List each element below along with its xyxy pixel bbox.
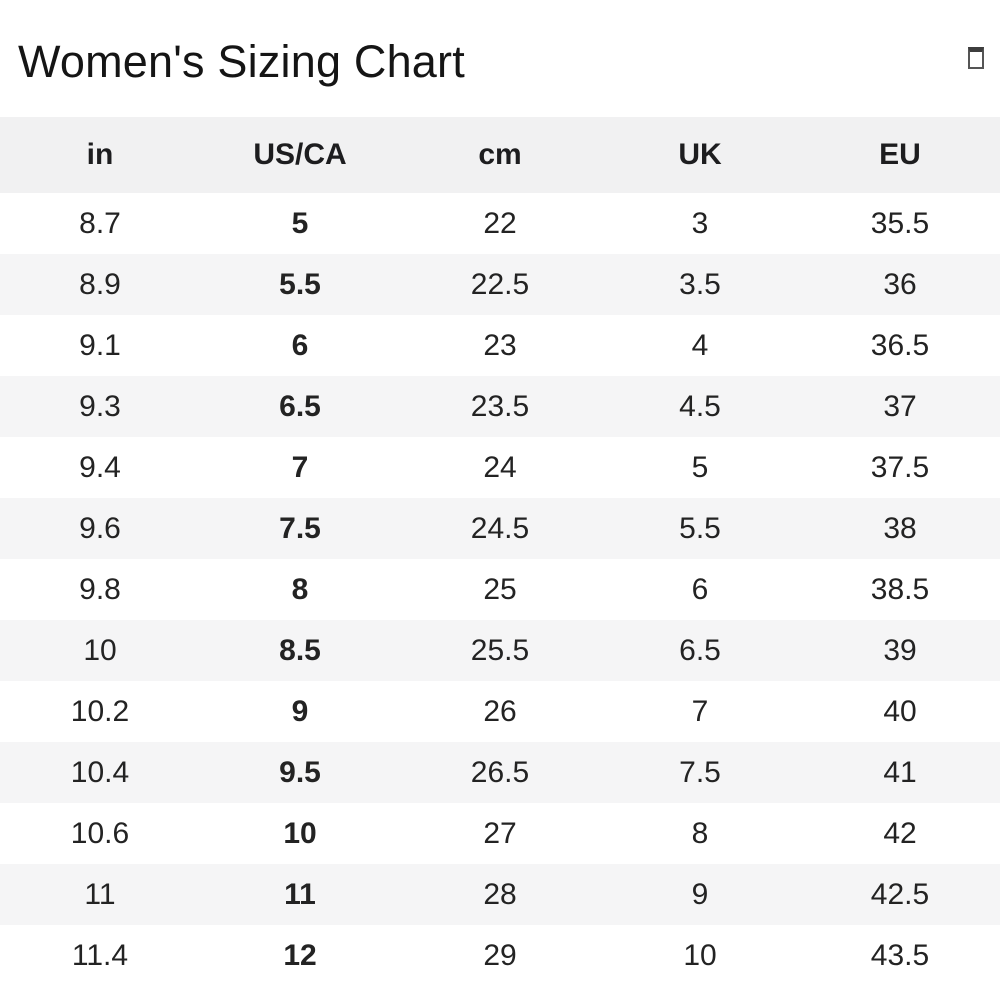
column-header-eu: EU [879,138,921,171]
table-cell: 8 [691,816,709,850]
table-cell: 42.5 [870,877,930,911]
column-header-in: in [86,138,114,171]
table-row: 9.3 6.5 23.5 4.5 37 [0,376,1000,437]
table-cell: 6 [291,328,309,362]
table-cell: 8.9 [79,267,121,301]
table-cell: 25.5 [470,633,530,667]
table-cell: 9.8 [79,572,121,606]
table-cell: 10.6 [70,816,130,850]
table-cell: 41 [883,755,917,789]
table-cell: 27 [483,816,517,850]
table-cell: 38.5 [870,572,930,606]
table-cell: 42 [883,816,917,850]
table-cell: 37 [883,389,917,423]
table-cell: 5.5 [279,267,321,301]
table-cell: 26.5 [470,755,530,789]
table-cell: 3 [691,206,709,240]
table-row: 9.8 8 25 6 38.5 [0,559,1000,620]
table-row: 10.2 9 26 7 40 [0,681,1000,742]
table-row: 9.6 7.5 24.5 5.5 38 [0,498,1000,559]
table-cell: 10 [283,816,317,850]
sizing-table: in US/CA cm UK EU 8.7 5 22 3 35.5 8.9 5.5 22.5 3.5 36… [0,117,1000,986]
table-cell: 4 [691,328,709,362]
box-glyph-icon [968,46,984,69]
table-row: 10.4 9.5 26.5 7.5 41 [0,742,1000,803]
table-cell: 10 [83,633,117,667]
table-cell: 8.7 [79,206,121,240]
table-cell: 22.5 [470,267,530,301]
table-cell: 6.5 [679,633,721,667]
table-cell: 7 [291,450,309,484]
table-cell: 4.5 [679,389,721,423]
table-cell: 3.5 [679,267,721,301]
table-cell: 8.5 [279,633,321,667]
table-header-row: in US/CA cm UK EU [0,117,1000,193]
table-cell: 8 [291,572,309,606]
table-cell: 7.5 [279,511,321,545]
table-cell: 28 [483,877,517,911]
table-cell: 7.5 [679,755,721,789]
title-bar: Women's Sizing Chart [0,0,1000,117]
table-cell: 26 [483,694,517,728]
table-cell: 9.4 [79,450,121,484]
table-cell: 39 [883,633,917,667]
table-cell: 10.4 [70,755,130,789]
table-cell: 9.6 [79,511,121,545]
table-cell: 23 [483,328,517,362]
table-cell: 9.3 [79,389,121,423]
table-row: 10.6 10 27 8 42 [0,803,1000,864]
table-row: 8.9 5.5 22.5 3.5 36 [0,254,1000,315]
table-cell: 24 [483,450,517,484]
table-cell: 11 [84,877,116,911]
table-cell: 24.5 [470,511,530,545]
table-cell: 25 [483,572,517,606]
table-row: 9.4 7 24 5 37.5 [0,437,1000,498]
table-row: 11 11 28 9 42.5 [0,864,1000,925]
table-cell: 11.4 [71,938,129,972]
table-cell: 5 [691,450,709,484]
table-cell: 38 [883,511,917,545]
table-cell: 10 [683,938,717,972]
table-cell: 9 [691,877,709,911]
page-title: Women's Sizing Chart [18,35,465,87]
table-cell: 5.5 [679,511,721,545]
table-cell: 29 [483,938,517,972]
column-header-us-ca: US/CA [253,138,347,171]
table-cell: 9 [291,694,309,728]
table-cell: 6.5 [279,389,321,423]
table-cell: 43.5 [870,938,930,972]
column-header-cm: cm [478,138,522,171]
table-cell: 23.5 [470,389,530,423]
table-body: 8.7 5 22 3 35.5 8.9 5.5 22.5 3.5 36 9.1 6 23 4 36.5 9.3… [0,193,1000,986]
table-row: 11.4 12 29 10 43.5 [0,925,1000,986]
column-header-uk: UK [678,138,722,171]
table-cell: 35.5 [870,206,930,240]
table-cell: 40 [883,694,917,728]
table-row: 8.7 5 22 3 35.5 [0,193,1000,254]
table-cell: 36 [883,267,917,301]
table-cell: 11 [284,877,316,911]
table-cell: 36.5 [870,328,930,362]
table-cell: 5 [291,206,309,240]
table-cell: 37.5 [870,450,930,484]
table-cell: 10.2 [70,694,130,728]
table-cell: 12 [283,938,317,972]
table-head: in US/CA cm UK EU [0,117,1000,193]
table-row: 9.1 6 23 4 36.5 [0,315,1000,376]
table-cell: 9.5 [279,755,321,789]
table-cell: 9.1 [79,328,121,362]
table-cell: 22 [483,206,517,240]
table-row: 10 8.5 25.5 6.5 39 [0,620,1000,681]
table-cell: 6 [691,572,709,606]
table-cell: 7 [691,694,709,728]
